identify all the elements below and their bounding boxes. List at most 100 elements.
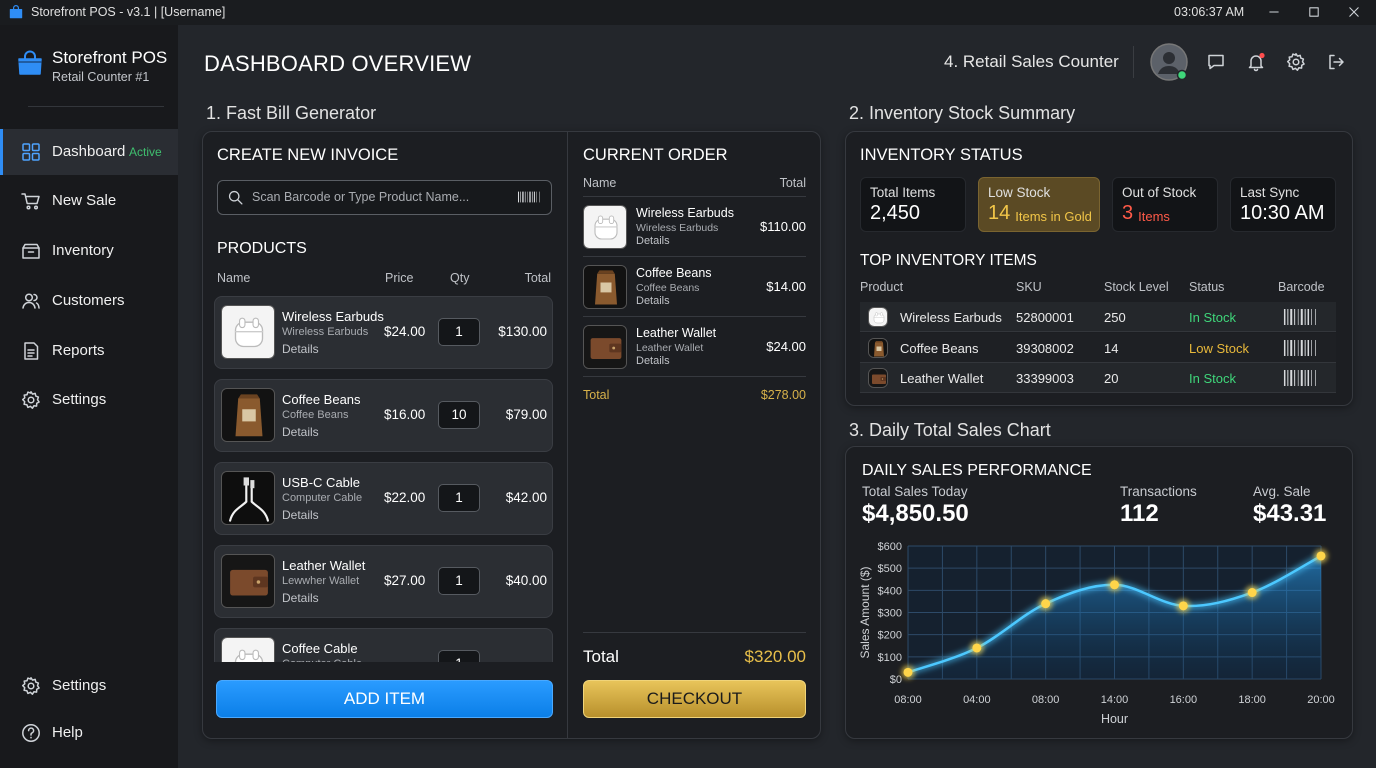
icon-part [21,677,40,695]
icon-part [1307,339,1310,356]
status-card [1112,177,1218,232]
icon-part [1307,370,1310,386]
icon-part [1315,339,1316,356]
icon-part [524,191,526,203]
icon-part [1309,7,1319,17]
icon-part [1283,339,1286,356]
window-title: Storefront POS - v3.1 | [Username] [31,5,226,19]
column-header: Total [524,271,551,285]
icon-part [1329,54,1335,70]
icon-part [22,143,40,161]
icon-part [1297,370,1299,386]
icon-part [22,293,40,309]
product-details[interactable]: Details [282,425,319,439]
inventory-stock: 250 [1104,310,1126,325]
nav-icon [21,341,41,361]
icon-part [229,481,269,522]
icon-part [1208,54,1224,70]
nav-item[interactable] [0,129,178,175]
section-label: 1. Fast Bill Generator [206,103,377,123]
product-details[interactable]: Details [282,591,319,605]
icon-part [243,477,249,486]
icon-part [1294,339,1296,356]
inventory-row [860,332,1336,363]
icon-part [21,391,40,409]
icon-part [1300,370,1303,386]
brand-name: Storefront POS [52,48,168,67]
maximize-button[interactable] [1307,5,1321,19]
icon-part [1248,52,1265,72]
row-divider [583,196,806,197]
qty-input[interactable]: 1 [438,484,480,512]
icon-part [1287,370,1289,386]
icon-part [1283,370,1316,386]
column-header: Price [385,271,414,285]
row-divider [583,316,806,317]
product-name: Wireless Earbuds [282,309,384,324]
active-badge: Active [129,145,162,159]
icon-part [1349,7,1359,17]
close-button[interactable] [1347,5,1361,19]
messages-button[interactable] [1206,52,1226,72]
icon-part [228,190,243,205]
column-header: Name [217,271,251,285]
order-item-total: $24.00 [766,339,806,354]
add-item-button[interactable]: ADD ITEM [216,680,553,718]
icon-part [9,9,23,19]
header-divider [1133,46,1134,78]
qty-input[interactable]: 1 [438,567,480,595]
search-box[interactable] [217,180,552,215]
checkout-button[interactable]: CHECKOUT [583,680,806,718]
user-avatar[interactable] [1150,43,1188,81]
product-details[interactable]: Details [282,508,319,522]
product-total: $42.00 [505,490,547,505]
column-header: Name [583,176,617,190]
nav-label: New Sale [52,192,117,209]
card-label: Out of Stock [1122,185,1197,200]
icon-part [238,394,260,399]
icon-part [533,191,535,203]
nav-icon [21,291,41,311]
icon-part [612,346,616,350]
icon-part [24,293,34,302]
order-title: CURRENT ORDER [583,146,728,164]
icon-part [21,391,40,409]
icon-part [236,198,243,205]
settings-button[interactable] [1286,52,1306,72]
nav-icon [21,390,41,410]
icon-part [27,349,35,357]
qty-input[interactable]: 1 [438,650,480,662]
minimize-button[interactable] [1267,5,1281,19]
notifications-button[interactable] [1246,52,1266,72]
product-sub: Computer Cable [282,492,363,504]
inventory-status: In Stock [1189,371,1236,386]
row-divider [583,376,806,377]
card-value: 14 [988,202,1011,224]
column-header: Stock Level [1104,280,1169,294]
icon-part [22,143,31,152]
icon-part [1253,68,1259,72]
icon-part [1297,339,1299,356]
inventory-row [860,302,1336,332]
section-label: 3. Daily Total Sales Chart [849,420,1051,440]
qty-input[interactable]: 10 [438,401,480,429]
icon-part [228,190,240,202]
footer-label: Settings [52,677,107,694]
order-item-details: Details [636,235,670,247]
icon-part [239,649,246,661]
product-details[interactable]: Details [282,342,319,356]
product-image [221,637,275,662]
icon-part [250,480,255,489]
order-item-sub: Wireless Earbuds [636,222,719,234]
total-label: Total [583,647,619,666]
qty-input[interactable]: 1 [438,318,480,346]
icon-part [594,218,618,240]
product-price: $16.00 [384,407,426,422]
logout-button[interactable] [1326,52,1346,72]
nav-label: Inventory [52,242,114,259]
icon-part [1176,69,1188,81]
icon-part [27,396,35,404]
nav-label: Reports [52,342,105,359]
nav-label: Settings [52,391,107,408]
